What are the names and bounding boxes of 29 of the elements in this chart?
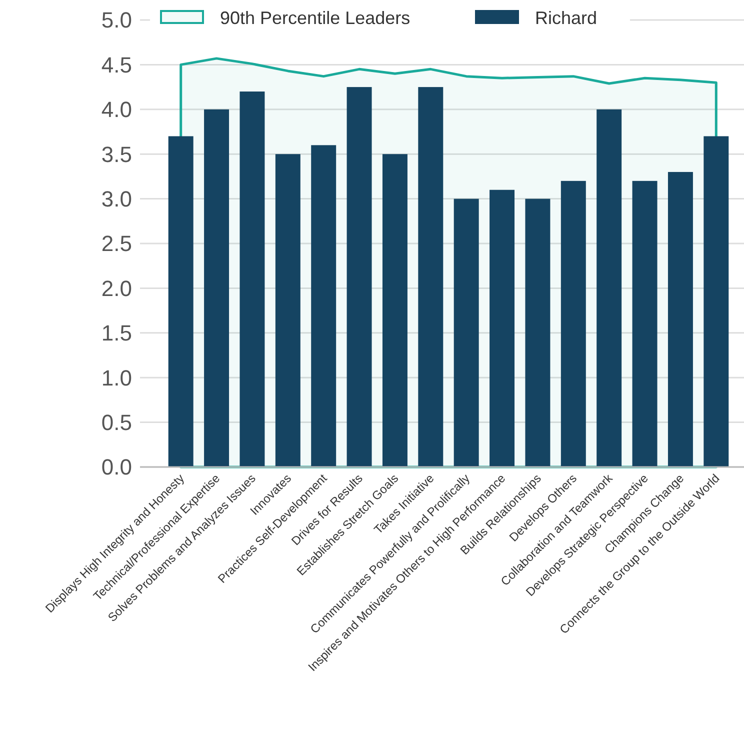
bar: [490, 190, 515, 467]
y-tick-label: 5.0: [101, 8, 132, 33]
bar: [311, 145, 336, 467]
bar: [668, 172, 693, 467]
y-tick-label: 4.0: [101, 97, 132, 122]
y-tick-label: 1.0: [101, 365, 132, 390]
bar: [275, 154, 300, 467]
y-tick-label: 0.0: [101, 454, 132, 480]
legend-label: 90th Percentile Leaders: [220, 8, 410, 28]
bar: [168, 136, 194, 467]
y-tick-label: 3.5: [101, 142, 132, 167]
y-tick-label: 3.0: [101, 186, 132, 212]
bar: [454, 198, 479, 467]
bar: [346, 87, 372, 467]
y-tick-label: 4.5: [101, 52, 132, 78]
bar: [560, 180, 586, 467]
bar: [240, 92, 265, 467]
bar: [204, 109, 230, 467]
y-tick-label: 0.5: [101, 410, 132, 435]
y-tick-label: 1.5: [101, 320, 132, 346]
bar: [632, 180, 658, 467]
y-tick-label: 2.5: [101, 231, 132, 256]
bar: [382, 154, 408, 467]
bar: [418, 87, 444, 467]
bar: [704, 136, 729, 467]
y-tick-label: 2.0: [101, 276, 132, 301]
bar: [596, 109, 622, 467]
bar: [525, 198, 550, 467]
legend-label: Richard: [535, 8, 598, 28]
